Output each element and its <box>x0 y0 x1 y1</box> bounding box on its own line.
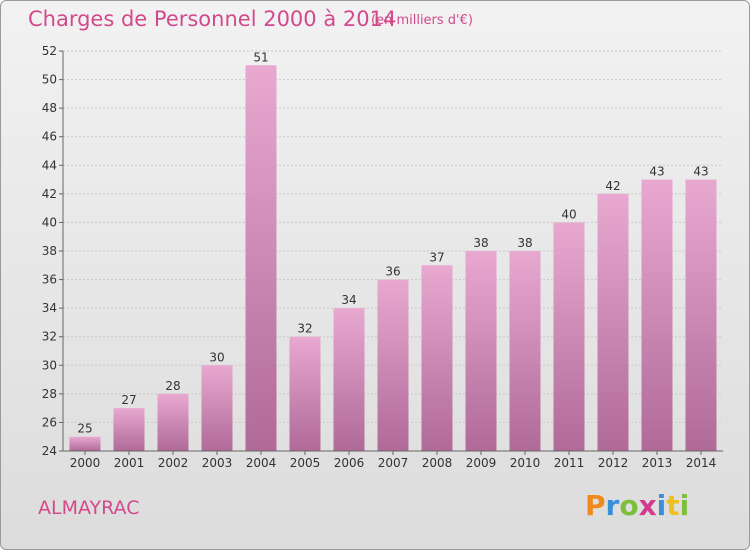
value-label-2004: 51 <box>253 50 268 64</box>
y-tick-label: 44 <box>42 158 57 172</box>
x-tick-label-2011: 2011 <box>554 456 585 470</box>
x-tick-label-2014: 2014 <box>686 456 717 470</box>
bar-2012 <box>597 193 629 451</box>
bar-2013 <box>641 179 673 452</box>
logo-letter: P <box>585 489 606 522</box>
value-label-2010: 38 <box>517 236 532 250</box>
value-label-2006: 34 <box>341 293 356 307</box>
bar-2005 <box>289 336 321 451</box>
value-label-2001: 27 <box>121 393 136 407</box>
logo-letter: t <box>666 489 680 522</box>
commune-name: ALMAYRAC <box>38 497 140 519</box>
value-label-2002: 28 <box>165 379 180 393</box>
y-tick-label: 30 <box>42 358 57 372</box>
x-tick-label-2010: 2010 <box>510 456 541 470</box>
bar-2009 <box>465 251 497 451</box>
chart-subtitle: (en milliers d'€) <box>371 13 473 28</box>
y-tick-label: 28 <box>42 387 57 401</box>
value-label-2011: 40 <box>561 207 576 221</box>
logo-letter: o <box>619 489 639 522</box>
value-label-2014: 43 <box>693 165 708 179</box>
bar-2010 <box>509 251 541 451</box>
x-tick-label-2009: 2009 <box>466 456 497 470</box>
y-tick-label: 26 <box>42 415 57 429</box>
x-tick-label-2006: 2006 <box>334 456 365 470</box>
x-tick-label-2005: 2005 <box>290 456 321 470</box>
y-tick-label: 38 <box>42 244 57 258</box>
value-label-2005: 32 <box>297 322 312 336</box>
x-tick-label-2001: 2001 <box>114 456 145 470</box>
bar-2002 <box>157 393 189 451</box>
bar-2008 <box>421 265 453 451</box>
y-tick-label: 48 <box>42 101 57 115</box>
y-tick-label: 34 <box>42 301 57 315</box>
value-label-2008: 37 <box>429 250 444 264</box>
x-tick-label-2003: 2003 <box>202 456 233 470</box>
chart-title: Charges de Personnel 2000 à 2014 <box>28 7 397 31</box>
y-tick-label: 52 <box>42 44 57 58</box>
y-tick-label: 24 <box>42 444 57 458</box>
logo-letter: i <box>679 489 690 522</box>
x-tick-label-2000: 2000 <box>70 456 101 470</box>
bar-2004 <box>245 65 277 452</box>
bar-chart: 25 27 28 30 51 32 34 36 37 38 38 40 42 43 43 24 26 28 30 3… <box>42 44 723 470</box>
y-tick-label: 50 <box>42 73 57 87</box>
bar-2014 <box>685 179 717 452</box>
x-tick-label-2007: 2007 <box>378 456 409 470</box>
x-tick-label-2002: 2002 <box>158 456 189 470</box>
bar-2003 <box>201 365 233 451</box>
y-tick-label: 42 <box>42 187 57 201</box>
logo-letter: x <box>638 489 657 522</box>
x-tick-label-2008: 2008 <box>422 456 453 470</box>
x-tick-label-2013: 2013 <box>642 456 673 470</box>
bar-2011 <box>553 222 585 451</box>
bar-2006 <box>333 308 365 451</box>
value-label-2003: 30 <box>209 350 224 364</box>
x-tick-label-2004: 2004 <box>246 456 277 470</box>
value-label-2013: 43 <box>649 165 664 179</box>
logo-letter: i <box>656 489 667 522</box>
proxiti-logo: Proxiti <box>585 489 689 522</box>
y-tick-label: 40 <box>42 215 57 229</box>
y-tick-label: 32 <box>42 330 57 344</box>
value-label-2000: 25 <box>77 422 92 436</box>
bar-2000 <box>69 436 101 451</box>
bar-2007 <box>377 279 409 451</box>
y-tick-label: 46 <box>42 130 57 144</box>
value-label-2009: 38 <box>473 236 488 250</box>
value-label-2007: 36 <box>385 265 400 279</box>
value-label-2012: 42 <box>605 179 620 193</box>
logo-letter: r <box>605 489 620 522</box>
x-tick-label-2012: 2012 <box>598 456 629 470</box>
bar-2001 <box>113 408 145 451</box>
y-tick-label: 36 <box>42 273 57 287</box>
